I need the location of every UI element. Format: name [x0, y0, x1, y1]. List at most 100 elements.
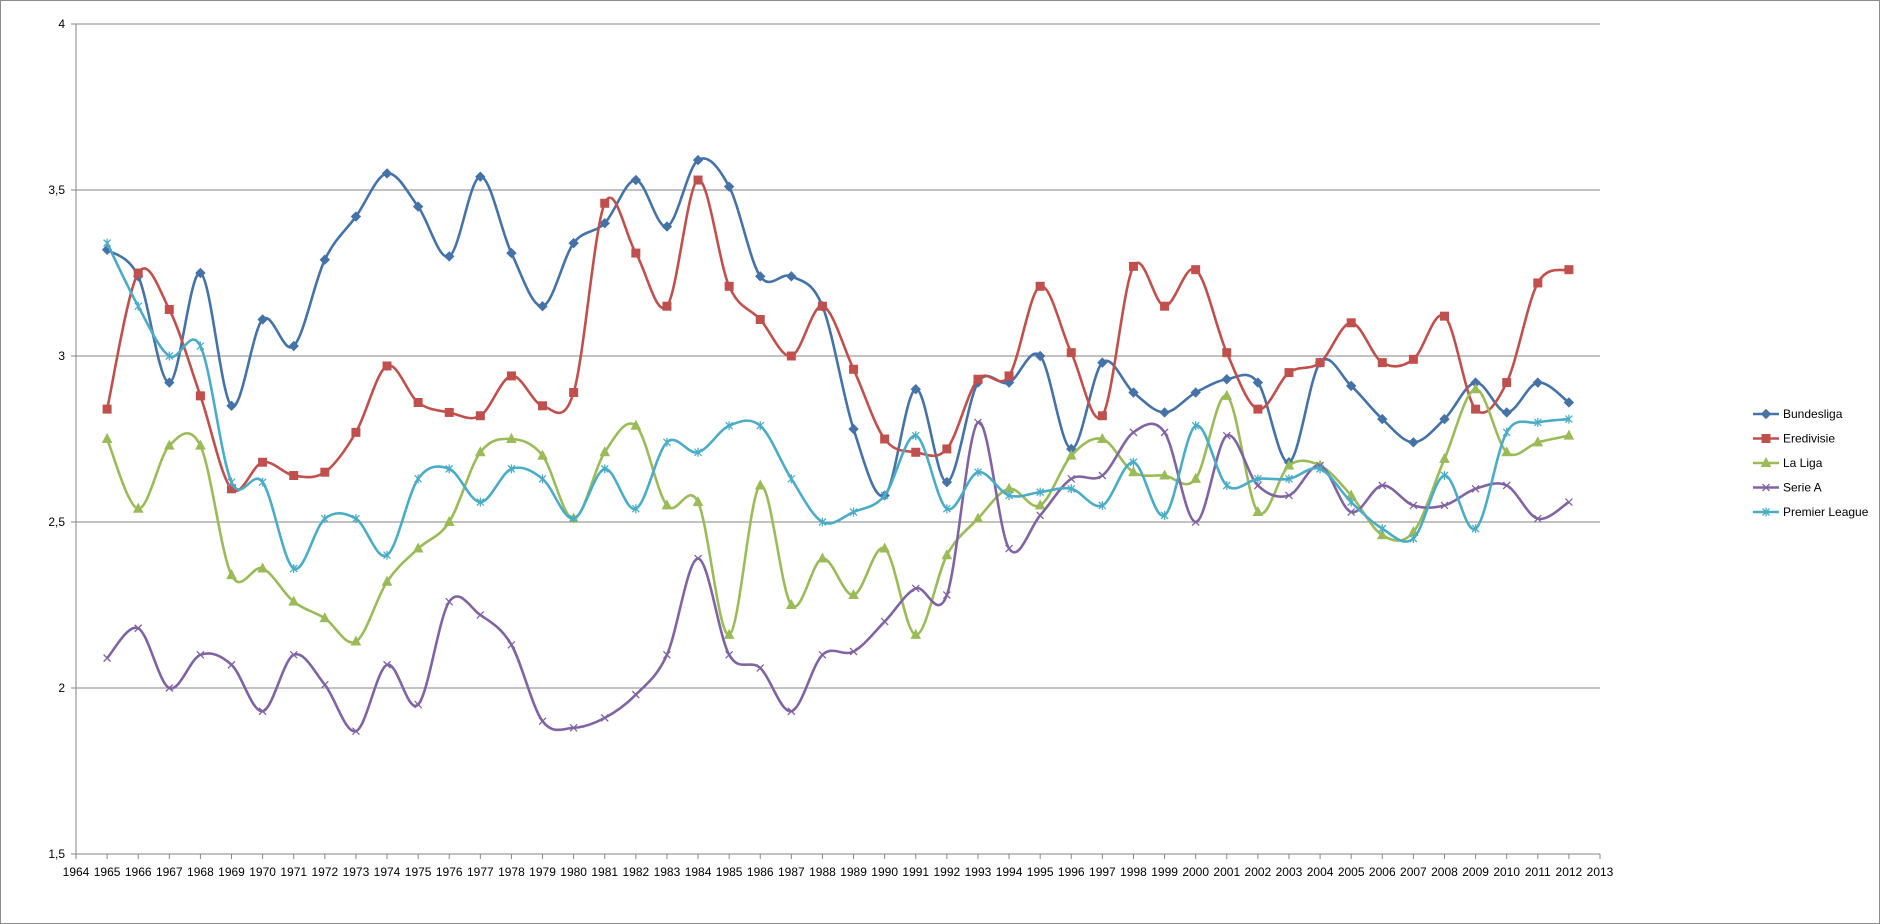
- data-point-bundesliga: [910, 383, 921, 395]
- data-point-eredivisie: [1222, 348, 1232, 358]
- legend-label-bundesliga: Bundesliga: [1783, 407, 1843, 421]
- data-point-la-liga: [1252, 505, 1264, 517]
- data-point-eredivisie: [1004, 371, 1014, 381]
- data-point-serie-a: [1067, 474, 1076, 483]
- data-point-premier-league: [1098, 500, 1107, 510]
- data-point-eredivisie: [1160, 301, 1170, 311]
- data-point-serie-a: [507, 640, 516, 649]
- data-point-premier-league: [756, 421, 765, 431]
- data-point-eredivisie: [724, 281, 734, 291]
- x-tick-label: 1994: [996, 865, 1023, 879]
- data-point-serie-a: [134, 624, 143, 633]
- data-point-eredivisie: [1377, 358, 1387, 368]
- x-tick-label: 1989: [840, 865, 867, 879]
- data-point-premier-league: [1409, 534, 1418, 544]
- data-point-premier-league: [1347, 497, 1356, 507]
- data-point-premier-league: [662, 437, 671, 447]
- data-point-la-liga: [1221, 389, 1233, 400]
- data-point-la-liga: [1034, 499, 1046, 510]
- data-point-la-liga: [692, 496, 704, 507]
- y-tick-label: 3,5: [48, 183, 65, 197]
- data-point-bundesliga: [257, 314, 268, 325]
- data-point-eredivisie: [786, 351, 796, 361]
- x-tick-label: 2002: [1245, 865, 1272, 879]
- data-point-premier-league: [694, 447, 703, 457]
- x-tick-label: 1981: [591, 865, 618, 879]
- x-tick-label: 1988: [809, 865, 836, 879]
- x-tick-label: 1984: [685, 865, 712, 879]
- x-tick-label: 1970: [249, 865, 276, 879]
- data-point-la-liga: [412, 542, 424, 553]
- data-point-premier-league: [1440, 471, 1449, 481]
- data-point-eredivisie: [1097, 411, 1107, 421]
- legend-marker-premier-league: [1762, 507, 1770, 517]
- data-point-la-liga: [506, 432, 517, 443]
- series-line-la-liga: [105, 387, 1570, 644]
- data-point-bundesliga: [1501, 407, 1512, 418]
- data-point-serie-a: [1471, 484, 1480, 493]
- legend-marker-eredivisie: [1761, 434, 1771, 443]
- data-point-la-liga: [1128, 466, 1139, 477]
- data-point-bundesliga: [941, 476, 953, 488]
- legend-marker-la-liga: [1760, 456, 1772, 467]
- data-point-serie-a: [1440, 501, 1449, 510]
- data-point-eredivisie: [289, 471, 299, 481]
- data-point-premier-league: [1533, 417, 1542, 427]
- data-point-bundesliga: [661, 221, 673, 232]
- data-point-la-liga: [1159, 469, 1170, 480]
- data-point-eredivisie: [258, 457, 268, 467]
- data-point-serie-a: [725, 650, 734, 659]
- x-tick-label: 1975: [405, 865, 432, 879]
- x-tick-label: 1982: [622, 865, 649, 879]
- data-point-eredivisie: [195, 391, 205, 401]
- data-point-premier-league: [507, 464, 516, 474]
- x-tick-label: 1983: [654, 865, 681, 879]
- data-point-premier-league: [1005, 490, 1014, 500]
- data-point-bundesliga: [568, 237, 579, 249]
- data-point-bundesliga: [723, 181, 735, 192]
- data-point-bundesliga: [1377, 413, 1388, 425]
- data-point-serie-a: [351, 727, 360, 736]
- data-point-serie-a: [631, 690, 640, 699]
- legend-label-eredivisie: Eredivisie: [1783, 432, 1835, 446]
- data-point-bundesliga: [755, 271, 766, 282]
- data-point-la-liga: [163, 439, 175, 450]
- data-point-serie-a: [1502, 481, 1511, 490]
- x-tick-labels: 1964 1965 1966 1967 1968 1969 1970 1971 1972 1973…: [63, 854, 1614, 879]
- data-point-serie-a: [1253, 481, 1262, 490]
- data-point-premier-league: [476, 497, 485, 507]
- data-point-bundesliga: [288, 340, 299, 352]
- x-tick-label: 1998: [1120, 865, 1147, 879]
- data-point-premier-league: [631, 504, 640, 514]
- data-point-la-liga: [879, 542, 890, 553]
- data-point-bundesliga: [1128, 387, 1139, 398]
- data-point-bundesliga: [444, 251, 455, 262]
- data-point-eredivisie: [413, 397, 423, 407]
- data-point-bundesliga: [692, 154, 704, 166]
- legend: Bundesliga Eredivisie La Liga Serie A Premie…: [1753, 407, 1869, 519]
- x-tick-label: 1991: [902, 865, 929, 879]
- data-point-eredivisie: [538, 401, 548, 411]
- data-point-la-liga: [972, 512, 984, 523]
- data-point-eredivisie: [1439, 311, 1449, 321]
- data-point-eredivisie: [1315, 358, 1325, 368]
- data-point-eredivisie: [693, 175, 703, 185]
- data-point-eredivisie: [444, 407, 454, 417]
- data-point-serie-a: [880, 617, 889, 626]
- data-point-eredivisie: [475, 411, 485, 421]
- data-point-la-liga: [599, 446, 611, 457]
- data-point-serie-a: [911, 584, 920, 593]
- data-point-serie-a: [1036, 511, 1045, 520]
- data-point-bundesliga: [412, 201, 424, 212]
- y-tick-label: 4: [58, 17, 65, 31]
- data-point-serie-a: [942, 591, 951, 599]
- data-point-premier-league: [569, 514, 578, 524]
- data-point-serie-a: [818, 650, 827, 659]
- data-point-eredivisie: [1346, 318, 1356, 328]
- legend-item-eredivisie: Eredivisie: [1753, 432, 1835, 446]
- data-point-premier-league: [911, 431, 920, 441]
- data-point-la-liga: [661, 499, 673, 510]
- data-point-eredivisie: [911, 447, 921, 457]
- data-point-bundesliga: [226, 400, 237, 412]
